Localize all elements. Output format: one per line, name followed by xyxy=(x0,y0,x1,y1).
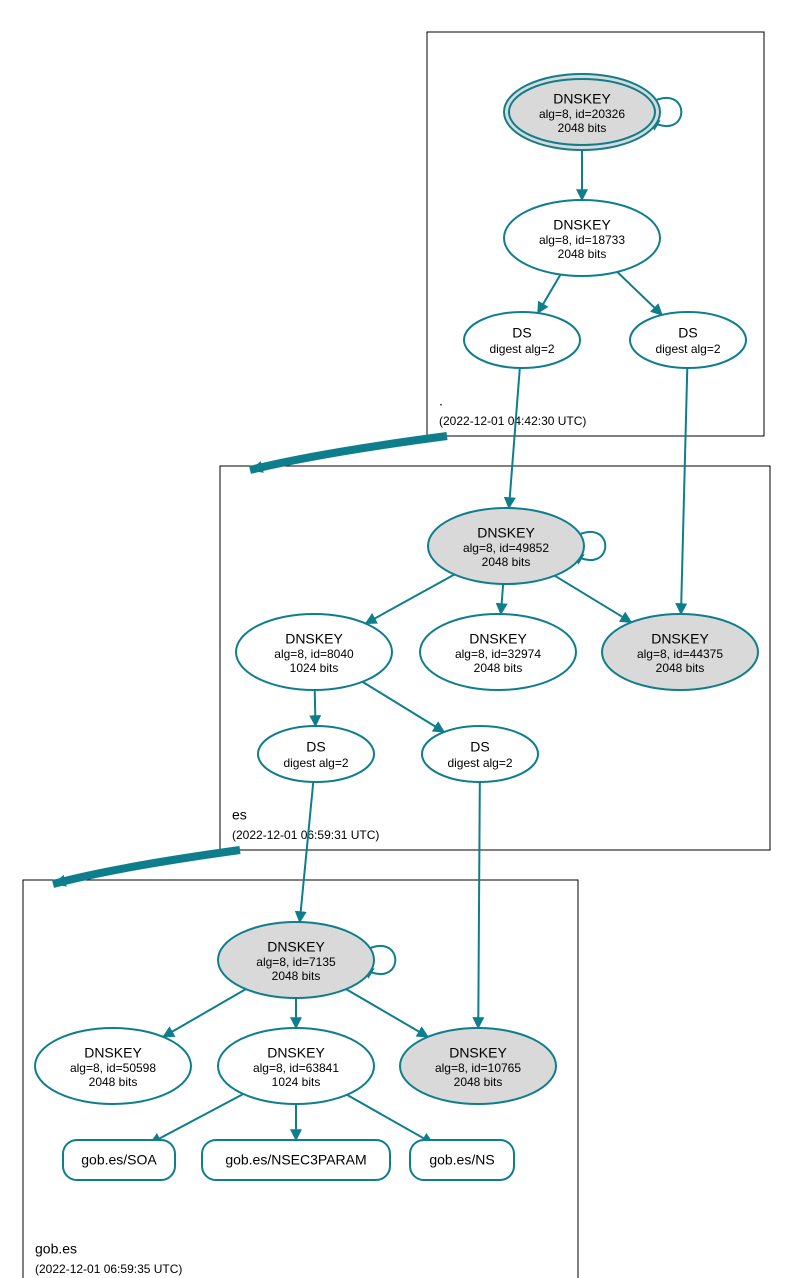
svg-text:DNSKEY: DNSKEY xyxy=(449,1045,507,1061)
svg-text:gob.es/NS: gob.es/NS xyxy=(429,1152,494,1168)
svg-text:digest alg=2: digest alg=2 xyxy=(655,342,720,356)
svg-text:DNSKEY: DNSKEY xyxy=(84,1045,142,1061)
node-es_ksk: DNSKEYalg=8, id=498522048 bits xyxy=(428,508,584,584)
zone-link-arrow xyxy=(250,436,447,470)
svg-text:alg=8, id=10765: alg=8, id=10765 xyxy=(435,1061,521,1075)
edge xyxy=(150,1094,243,1143)
svg-text:alg=8, id=8040: alg=8, id=8040 xyxy=(274,647,354,661)
edge xyxy=(538,275,561,314)
svg-text:DNSKEY: DNSKEY xyxy=(267,1045,325,1061)
nodes: DNSKEYalg=8, id=203262048 bitsDNSKEYalg=… xyxy=(35,74,758,1104)
svg-text:DS: DS xyxy=(512,325,531,341)
edge xyxy=(617,272,662,315)
svg-text:2048 bits: 2048 bits xyxy=(454,1075,503,1089)
svg-text:DS: DS xyxy=(470,739,489,755)
svg-text:gob.es/SOA: gob.es/SOA xyxy=(81,1152,157,1168)
svg-text:2048 bits: 2048 bits xyxy=(656,661,705,675)
svg-text:2048 bits: 2048 bits xyxy=(558,121,607,135)
svg-text:2048 bits: 2048 bits xyxy=(89,1075,138,1089)
zone-time-gobes: (2022-12-01 06:59:35 UTC) xyxy=(35,1262,182,1276)
svg-text:alg=8, id=32974: alg=8, id=32974 xyxy=(455,647,541,661)
edge xyxy=(509,368,520,508)
dnssec-graph: . (2022-12-01 04:42:30 UTC) es (2022-12-01 … xyxy=(0,0,787,1278)
svg-text:1024 bits: 1024 bits xyxy=(272,1075,321,1089)
svg-text:DNSKEY: DNSKEY xyxy=(651,631,709,647)
svg-text:2048 bits: 2048 bits xyxy=(474,661,523,675)
node-root_ksk: DNSKEYalg=8, id=203262048 bits xyxy=(504,74,660,150)
edge xyxy=(300,782,314,922)
node-es_ds1: DSdigest alg=2 xyxy=(258,726,374,782)
svg-text:digest alg=2: digest alg=2 xyxy=(283,756,348,770)
node-es_zsk3: DNSKEYalg=8, id=443752048 bits xyxy=(602,614,758,690)
edge xyxy=(478,782,480,1028)
svg-text:DNSKEY: DNSKEY xyxy=(477,525,535,541)
node-gob_ksk: DNSKEYalg=8, id=71352048 bits xyxy=(218,922,374,998)
svg-text:DS: DS xyxy=(678,325,697,341)
zone-time-root: (2022-12-01 04:42:30 UTC) xyxy=(439,414,586,428)
svg-text:alg=8, id=49852: alg=8, id=49852 xyxy=(463,541,549,555)
edge xyxy=(501,584,503,614)
zone-label-es: es xyxy=(232,807,247,823)
zone-time-es: (2022-12-01 06:59:31 UTC) xyxy=(232,828,379,842)
node-root_ds1: DSdigest alg=2 xyxy=(464,312,580,368)
svg-text:alg=8, id=44375: alg=8, id=44375 xyxy=(637,647,723,661)
zone-label-root: . xyxy=(439,393,443,409)
node-es_ds2: DSdigest alg=2 xyxy=(422,726,538,782)
zone-label-gobes: gob.es xyxy=(35,1241,77,1257)
svg-text:DS: DS xyxy=(306,739,325,755)
svg-text:2048 bits: 2048 bits xyxy=(272,969,321,983)
svg-text:digest alg=2: digest alg=2 xyxy=(447,756,512,770)
svg-text:2048 bits: 2048 bits xyxy=(558,247,607,261)
edge xyxy=(555,576,632,623)
edge xyxy=(366,574,455,623)
svg-text:DNSKEY: DNSKEY xyxy=(553,217,611,233)
svg-text:alg=8, id=63841: alg=8, id=63841 xyxy=(253,1061,339,1075)
svg-text:DNSKEY: DNSKEY xyxy=(469,631,527,647)
edge xyxy=(362,682,444,732)
svg-text:alg=8, id=50598: alg=8, id=50598 xyxy=(70,1061,156,1075)
node-gob_zsk2: DNSKEYalg=8, id=638411024 bits xyxy=(218,1028,374,1104)
svg-text:DNSKEY: DNSKEY xyxy=(285,631,343,647)
svg-text:alg=8, id=18733: alg=8, id=18733 xyxy=(539,233,625,247)
edge xyxy=(347,1095,433,1144)
node-es_zsk1: DNSKEYalg=8, id=80401024 bits xyxy=(236,614,392,690)
svg-text:digest alg=2: digest alg=2 xyxy=(489,342,554,356)
edge xyxy=(315,690,316,726)
svg-text:alg=8, id=7135: alg=8, id=7135 xyxy=(256,955,336,969)
node-gob_zsk1: DNSKEYalg=8, id=505982048 bits xyxy=(35,1028,191,1104)
zone-link-arrow xyxy=(53,850,240,884)
rrsets: gob.es/SOA gob.es/NSEC3PARAM gob.es/NS xyxy=(63,1140,514,1180)
svg-text:DNSKEY: DNSKEY xyxy=(553,91,611,107)
edge xyxy=(163,989,246,1037)
svg-text:2048 bits: 2048 bits xyxy=(482,555,531,569)
node-root_ds2: DSdigest alg=2 xyxy=(630,312,746,368)
svg-text:1024 bits: 1024 bits xyxy=(290,661,339,675)
node-gob_zsk3: DNSKEYalg=8, id=107652048 bits xyxy=(400,1028,556,1104)
svg-text:DNSKEY: DNSKEY xyxy=(267,939,325,955)
svg-text:alg=8, id=20326: alg=8, id=20326 xyxy=(539,107,625,121)
edge xyxy=(346,989,428,1037)
edge xyxy=(681,368,687,614)
node-es_zsk2: DNSKEYalg=8, id=329742048 bits xyxy=(420,614,576,690)
svg-text:gob.es/NSEC3PARAM: gob.es/NSEC3PARAM xyxy=(225,1152,366,1168)
node-root_zsk: DNSKEYalg=8, id=187332048 bits xyxy=(504,200,660,276)
